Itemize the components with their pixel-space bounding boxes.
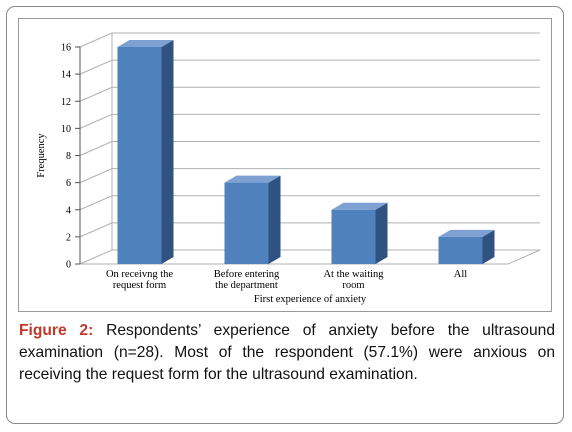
bar-top [331, 202, 388, 210]
y-tick-label: 2 [66, 232, 71, 243]
y-tick-label: 8 [66, 151, 71, 162]
x-tick-label: At the waiting [323, 269, 384, 280]
y-tick-label: 16 [61, 43, 71, 54]
bar [331, 202, 388, 264]
figure-caption: Figure 2: Respondents’ experience of anx… [19, 320, 555, 386]
bar [224, 175, 281, 264]
bar-front [117, 47, 162, 264]
y-tick-label: 14 [61, 70, 71, 81]
bar-top [438, 229, 495, 237]
x-tick-label: request form [113, 280, 166, 291]
x-tick-label: the department [215, 280, 278, 291]
bar [438, 229, 495, 264]
figure-label: Figure 2: [19, 322, 94, 339]
bar-side [268, 175, 281, 264]
y-axis-title: Frequency [36, 133, 47, 178]
y-tick-label: 4 [66, 205, 71, 216]
x-tick-label: Before entering [214, 269, 280, 280]
bar-side [375, 202, 388, 264]
y-tick-label: 0 [66, 260, 71, 271]
bar-side [161, 40, 174, 264]
x-tick-label: All [454, 269, 468, 280]
x-tick-label: room [342, 280, 364, 291]
bar-side [482, 229, 495, 264]
bar-front [331, 209, 376, 264]
figure-caption-text: Respondents’ experience of anxiety befor… [19, 322, 555, 383]
bar-front [224, 182, 269, 264]
bar-front [438, 236, 483, 264]
x-tick-label: On receivng the [106, 269, 173, 280]
y-tick-label: 12 [61, 97, 71, 108]
bar [117, 40, 174, 264]
y-tick-label: 10 [61, 124, 71, 135]
x-axis-title: First experience of anxiety [254, 294, 367, 305]
bar-top [224, 175, 281, 183]
bar-top [117, 40, 174, 47]
y-tick-label: 6 [66, 178, 71, 189]
